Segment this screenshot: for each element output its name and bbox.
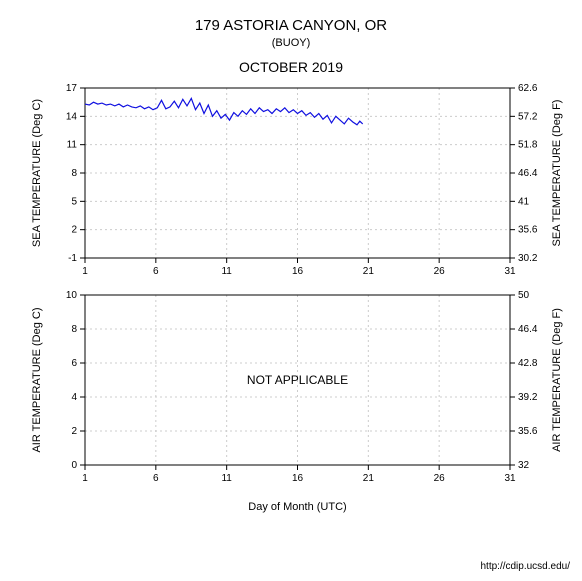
ytick-right: 42.8 <box>518 358 538 369</box>
chart-svg: 179 ASTORIA CANYON, OR (BUOY) OCTOBER 2019… <box>0 0 582 581</box>
ytick-left: 2 <box>71 426 77 437</box>
xtick: 26 <box>434 266 446 277</box>
xaxis-label: Day of Month (UTC) <box>248 501 346 513</box>
chart-period: OCTOBER 2019 <box>239 59 343 75</box>
xtick: 21 <box>363 473 375 484</box>
xtick: 16 <box>292 266 304 277</box>
ytick-left: 8 <box>71 324 77 335</box>
ytick-right: 51.8 <box>518 140 538 151</box>
yaxis-left-label: SEA TEMPERATURE (Deg C) <box>31 99 43 247</box>
xtick: 31 <box>504 473 516 484</box>
yaxis-right-label: SEA TEMPERATURE (Deg F) <box>551 100 563 247</box>
ytick-left: 17 <box>66 83 78 94</box>
xtick: 16 <box>292 473 304 484</box>
ytick-right: 35.6 <box>518 426 538 437</box>
xtick: 1 <box>82 473 88 484</box>
ytick-right: 39.2 <box>518 392 538 403</box>
xtick: 31 <box>504 266 516 277</box>
not-applicable-label: NOT APPLICABLE <box>247 373 348 387</box>
ytick-left: 6 <box>71 358 77 369</box>
yaxis-left-label: AIR TEMPERATURE (Deg C) <box>31 307 43 452</box>
series-line <box>85 98 363 124</box>
xtick: 11 <box>221 266 232 277</box>
ytick-right: 46.4 <box>518 324 538 335</box>
ytick-left: 8 <box>71 168 77 179</box>
xtick: 11 <box>221 473 232 484</box>
ytick-left: 5 <box>71 196 77 207</box>
ytick-right: 50 <box>518 290 530 301</box>
footer-url: http://cdip.ucsd.edu/ <box>480 561 570 572</box>
xtick: 6 <box>153 266 159 277</box>
xtick: 1 <box>82 266 88 277</box>
xtick: 21 <box>363 266 375 277</box>
ytick-left: 4 <box>71 392 77 403</box>
xtick: 6 <box>153 473 159 484</box>
ytick-right: 57.2 <box>518 111 538 122</box>
ytick-right: 35.6 <box>518 225 538 236</box>
ytick-right: 32 <box>518 460 530 471</box>
ytick-right: 30.2 <box>518 253 538 264</box>
ytick-left: 14 <box>66 111 78 122</box>
ytick-left: -1 <box>68 253 77 264</box>
ytick-right: 41 <box>518 196 530 207</box>
chart-page: 179 ASTORIA CANYON, OR (BUOY) OCTOBER 2019… <box>0 0 582 581</box>
ytick-left: 10 <box>66 290 78 301</box>
ytick-left: 11 <box>67 140 78 151</box>
xtick: 26 <box>434 473 446 484</box>
yaxis-right-label: AIR TEMPERATURE (Deg F) <box>551 308 563 452</box>
ytick-right: 46.4 <box>518 168 538 179</box>
ytick-left: 2 <box>71 225 77 236</box>
chart-subtitle: (BUOY) <box>272 37 311 49</box>
chart-title: 179 ASTORIA CANYON, OR <box>195 17 387 34</box>
ytick-right: 62.6 <box>518 83 538 94</box>
ytick-left: 0 <box>71 460 77 471</box>
